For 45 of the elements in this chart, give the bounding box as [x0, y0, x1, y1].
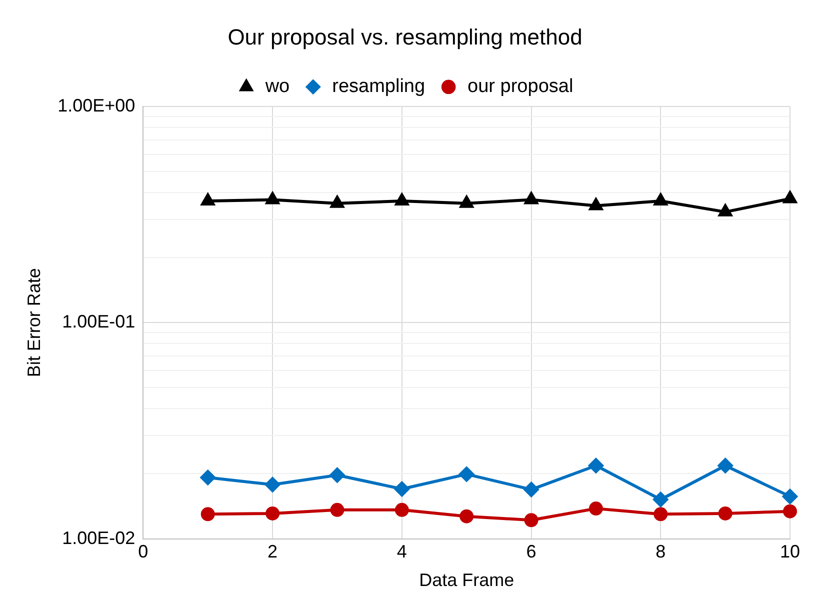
point	[394, 481, 410, 496]
point	[330, 196, 344, 208]
x-tick-label: 2	[268, 542, 278, 562]
point	[200, 470, 216, 486]
point	[394, 502, 409, 517]
point	[330, 502, 344, 517]
point	[201, 194, 215, 206]
x-tick-label: 6	[526, 542, 536, 562]
point	[589, 198, 603, 210]
legend-label: our proposal	[468, 76, 574, 98]
x-tick-label: 10	[780, 542, 800, 562]
y-tick-label: 1.00E-01	[62, 312, 136, 332]
point	[654, 507, 668, 522]
x-tick-label: 8	[656, 542, 666, 562]
point	[782, 488, 798, 504]
point	[718, 506, 732, 520]
point	[330, 468, 345, 483]
point	[266, 506, 280, 520]
point	[783, 191, 797, 204]
x-tick-label: 0	[138, 542, 148, 562]
point	[265, 477, 280, 492]
point	[653, 492, 668, 507]
x-axis-title: Data Frame	[419, 570, 514, 590]
point	[266, 192, 280, 204]
point	[718, 204, 732, 216]
point	[459, 466, 474, 482]
point	[460, 196, 474, 208]
point	[200, 507, 215, 522]
chart-title: Our proposal vs. resampling method	[228, 24, 582, 50]
y-tick-label: 1.00E+00	[58, 95, 136, 116]
point	[783, 504, 797, 518]
point	[718, 458, 733, 474]
y-axis-title: Bit Error Rate	[24, 268, 44, 378]
point	[395, 194, 409, 206]
legend-label: resampling	[332, 76, 426, 98]
point	[654, 194, 668, 206]
point	[524, 513, 538, 528]
point	[460, 509, 474, 524]
point	[588, 502, 603, 516]
x-tick-label: 4	[396, 542, 407, 562]
y-tick-label: 1.00E-02	[62, 528, 136, 548]
legend-label: wo	[264, 76, 290, 98]
point	[588, 458, 604, 474]
point	[524, 482, 539, 498]
point	[524, 192, 538, 204]
